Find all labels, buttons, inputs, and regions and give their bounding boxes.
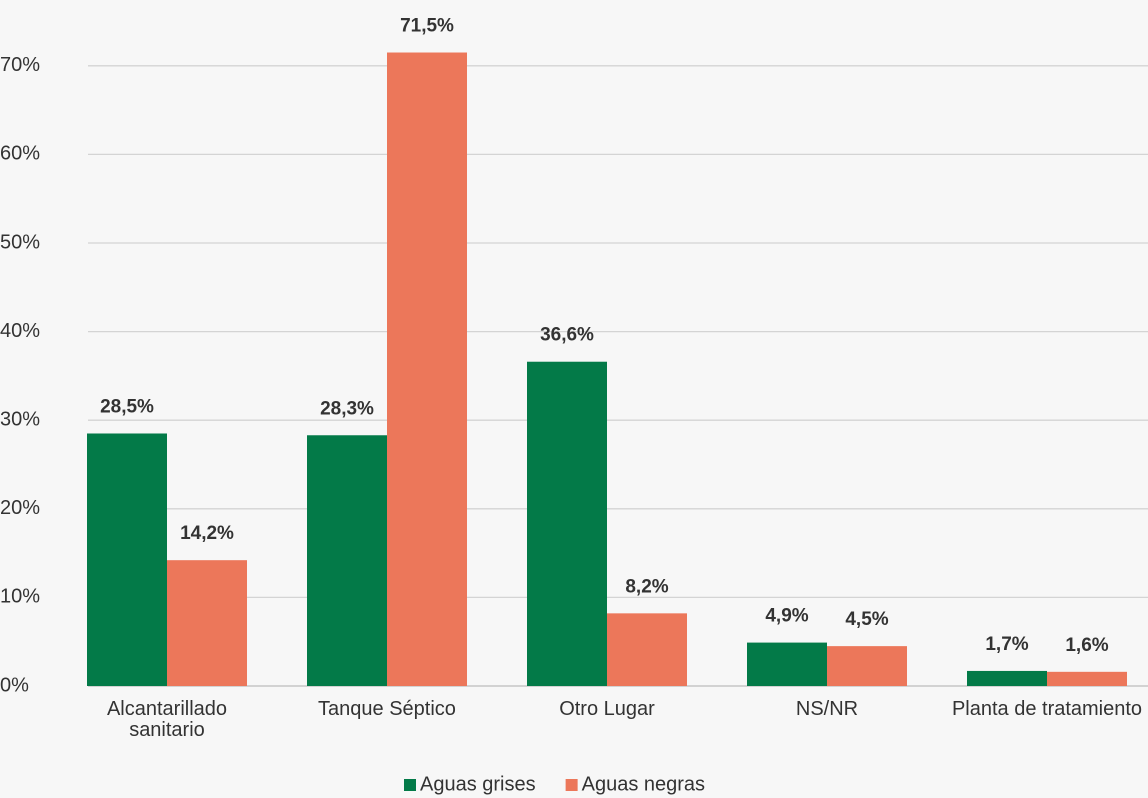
- y-tick-label: 60%: [0, 143, 40, 165]
- legend-label: Aguas negras: [582, 773, 705, 795]
- y-tick-label: 0%: [0, 674, 29, 696]
- x-tick-label: Alcantarillado sanitario: [106, 698, 228, 741]
- data-label: 28,3%: [320, 398, 374, 419]
- bar: [607, 613, 687, 686]
- y-tick-label: 50%: [0, 231, 40, 253]
- data-label: 8,2%: [625, 576, 668, 597]
- bar: [967, 670, 1047, 686]
- bar: [167, 560, 247, 686]
- bar: [87, 433, 167, 686]
- data-label: 1,7%: [985, 634, 1028, 655]
- data-label: 71,5%: [400, 16, 454, 37]
- data-label: 1,6%: [1065, 635, 1108, 656]
- bar: [387, 52, 467, 686]
- bar: [307, 435, 387, 686]
- y-tick-label: 30%: [0, 408, 40, 430]
- x-tick-label: Tanque Séptico: [318, 698, 456, 720]
- legend-label: Aguas grises: [420, 773, 536, 795]
- data-label: 14,2%: [180, 523, 234, 544]
- y-tick-label: 20%: [0, 497, 40, 519]
- x-tick-label: Otro Lugar: [559, 698, 655, 720]
- y-tick-label: 70%: [0, 54, 40, 76]
- x-tick-label: Planta de tratamiento: [951, 698, 1143, 720]
- y-tick-label: 40%: [0, 320, 40, 342]
- data-label: 28,5%: [100, 397, 154, 418]
- bar: [1047, 671, 1127, 686]
- bar: [747, 642, 827, 686]
- legend-swatch: [565, 779, 578, 791]
- data-label: 36,6%: [540, 325, 594, 346]
- y-tick-label: 10%: [0, 586, 40, 608]
- x-tick-label: NS/NR: [795, 698, 859, 720]
- legend-swatch: [404, 779, 416, 791]
- data-label: 4,5%: [845, 609, 888, 630]
- bar: [527, 361, 607, 686]
- bar: [827, 646, 907, 686]
- data-label: 4,9%: [765, 606, 808, 627]
